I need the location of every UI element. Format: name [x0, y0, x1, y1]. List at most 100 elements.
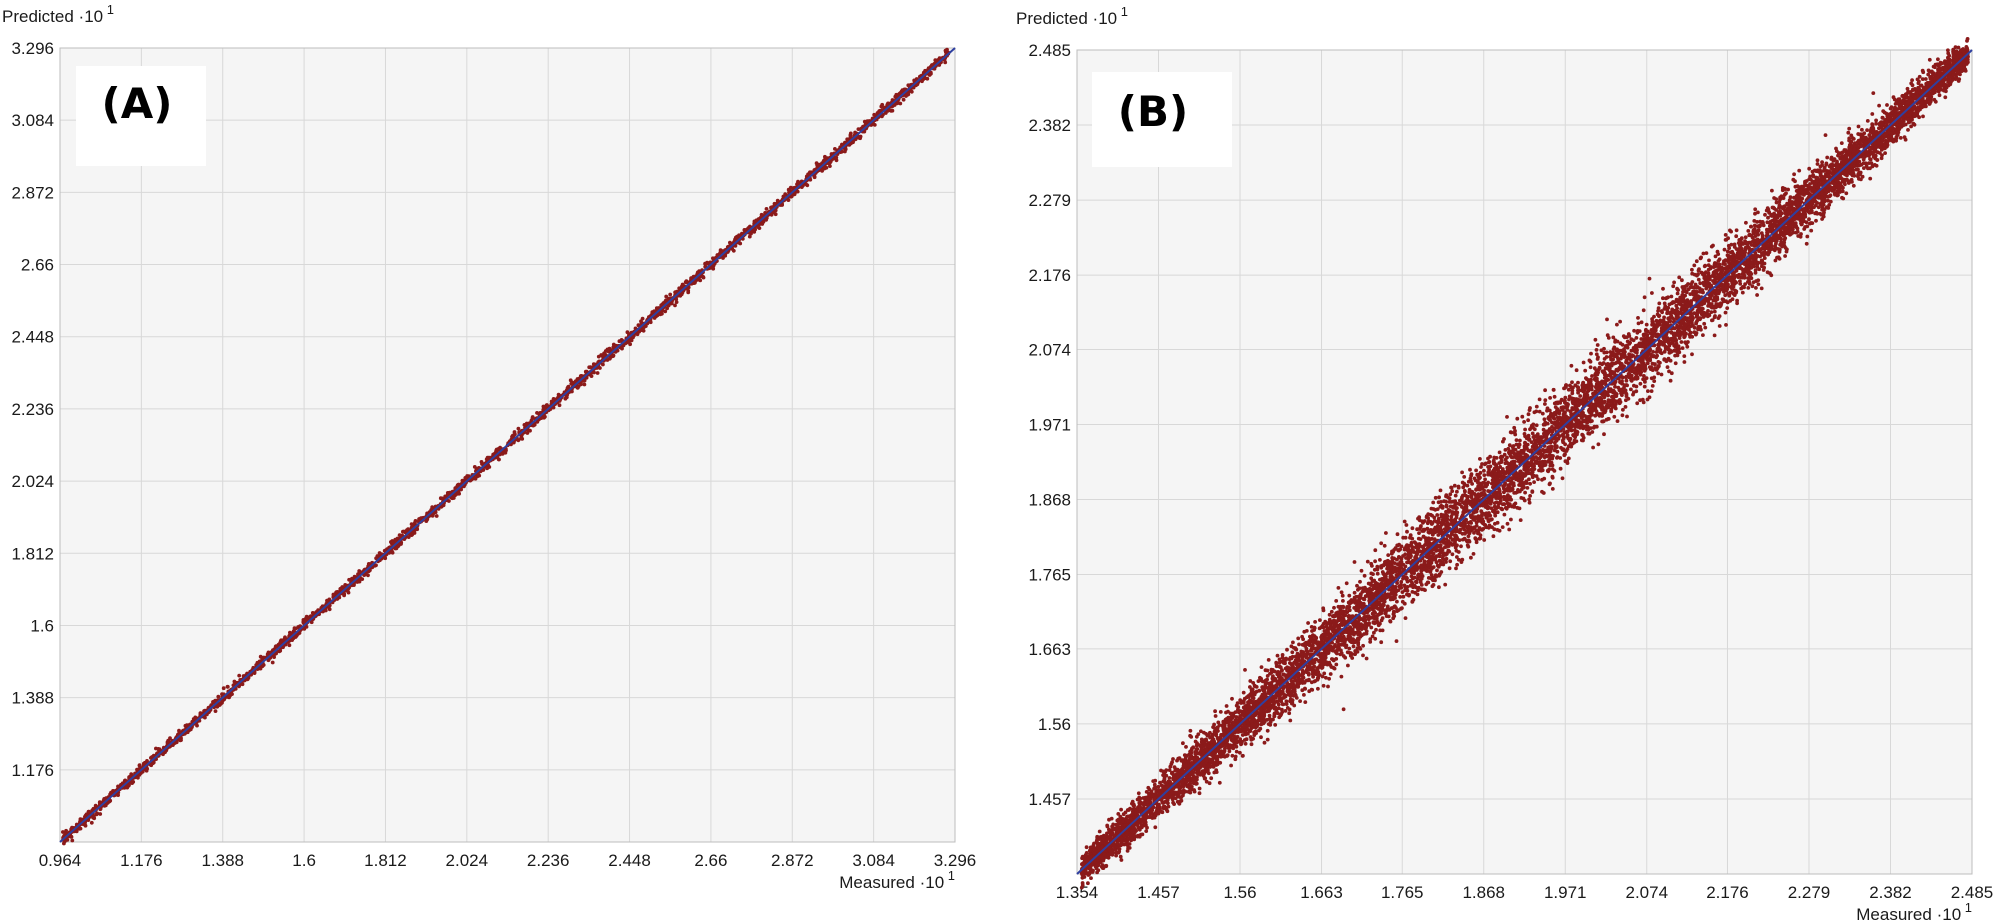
data-point: [1230, 696, 1234, 701]
data-point: [1543, 402, 1547, 406]
x-tick-label: 1.457: [1137, 883, 1180, 902]
data-point: [1668, 378, 1673, 383]
data-point: [1624, 378, 1629, 383]
data-point: [393, 537, 398, 542]
data-point: [1791, 177, 1796, 182]
data-point: [1288, 718, 1293, 723]
data-point: [901, 97, 906, 102]
data-point: [1365, 559, 1370, 564]
data-point: [512, 430, 517, 434]
data-point: [93, 803, 98, 808]
data-point: [178, 738, 183, 743]
data-point: [1756, 278, 1761, 283]
y-tick-label: 1.971: [1028, 415, 1071, 434]
data-point: [1877, 103, 1881, 108]
y-tick-label: 2.66: [21, 256, 54, 275]
data-point: [216, 694, 221, 699]
data-point: [1509, 517, 1513, 522]
data-point: [1665, 365, 1670, 369]
data-point: [820, 169, 824, 173]
data-point: [165, 740, 170, 744]
data-point: [543, 414, 547, 419]
data-point: [1526, 418, 1530, 423]
data-point: [663, 309, 668, 314]
data-point: [1937, 93, 1942, 98]
data-point: [496, 447, 501, 451]
data-point: [1527, 497, 1531, 502]
data-point: [752, 219, 757, 224]
x-tick-label: 2.448: [608, 851, 651, 870]
data-point: [601, 362, 605, 367]
data-point: [434, 514, 439, 518]
x-tick-label: 1.354: [1056, 883, 1099, 902]
x-tick-label: 2.279: [1788, 883, 1831, 902]
data-point: [1369, 561, 1374, 566]
data-point: [1868, 176, 1873, 181]
data-point: [1910, 78, 1914, 82]
data-point: [213, 709, 218, 713]
data-point: [848, 133, 853, 138]
data-point: [310, 611, 315, 615]
data-point: [689, 276, 693, 281]
data-point: [70, 838, 75, 843]
data-point: [1382, 543, 1387, 548]
data-point: [1213, 709, 1217, 714]
data-point: [1534, 404, 1539, 409]
data-point: [853, 130, 857, 135]
data-point: [640, 316, 645, 321]
data-point: [1483, 477, 1487, 482]
y-tick-label: 1.812: [11, 544, 54, 563]
data-point: [278, 648, 283, 653]
data-point: [1644, 322, 1649, 327]
data-point: [1306, 621, 1310, 625]
data-point: [588, 365, 593, 369]
data-point: [399, 542, 403, 546]
data-point: [1447, 496, 1452, 501]
data-point: [1448, 504, 1453, 509]
data-point: [1453, 493, 1458, 498]
y-tick-label: 2.024: [11, 472, 54, 491]
data-point: [1635, 401, 1640, 406]
data-point: [1583, 368, 1588, 373]
data-point: [833, 147, 837, 151]
chart-panel-a: 0.964 1.176 1.388 1.6 1.812 2.024 2.236 2.448 2.…: [2, 2, 976, 892]
data-point: [1612, 414, 1617, 419]
data-point: [563, 396, 568, 401]
data-point: [1814, 218, 1818, 223]
y-tick-label: 1.6: [30, 616, 54, 635]
x-tick-label: 1.176: [120, 851, 163, 870]
data-point: [1642, 295, 1647, 300]
data-point: [406, 535, 411, 539]
data-point: [1326, 684, 1330, 689]
data-point: [504, 448, 508, 453]
y-axis-exponent: 1: [103, 2, 114, 17]
data-point: [660, 311, 664, 316]
y-tick-label: 1.388: [11, 689, 54, 708]
y-tick-label: 2.382: [1028, 116, 1071, 135]
y-tick-label: 1.868: [1028, 491, 1071, 510]
y-tick-label: 2.485: [1028, 41, 1071, 60]
y-tick-label: 2.176: [1028, 266, 1071, 285]
data-point: [94, 812, 99, 817]
x-tick-label: 2.872: [771, 851, 814, 870]
x-tick-label: 3.084: [852, 851, 895, 870]
data-point: [749, 231, 753, 236]
data-point: [331, 592, 336, 597]
data-point: [1797, 168, 1802, 173]
data-point: [304, 614, 309, 619]
y-axis-label: Predicted: [2, 7, 79, 26]
data-point: [1804, 241, 1809, 246]
data-point: [528, 428, 532, 433]
data-point: [1217, 780, 1222, 785]
data-point: [683, 280, 688, 285]
data-point: [1595, 343, 1600, 347]
data-point: [195, 723, 199, 728]
y-tick-label: 1.765: [1028, 566, 1071, 585]
data-point: [945, 47, 949, 52]
data-point: [1514, 438, 1519, 442]
data-point: [1661, 286, 1665, 291]
x-tick-label: 2.485: [1951, 883, 1994, 902]
data-point: [292, 626, 297, 631]
x-axis-label: Measured: [839, 873, 919, 892]
data-point: [1712, 309, 1717, 314]
